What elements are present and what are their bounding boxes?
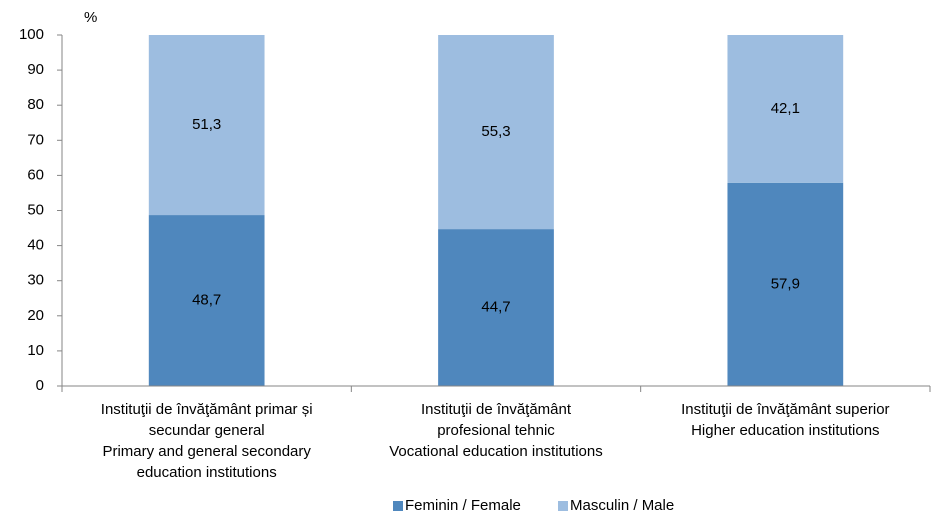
bar-segment	[438, 35, 554, 230]
y-tick-label: 0	[36, 377, 44, 394]
legend-label: Feminin / Female	[405, 497, 521, 514]
data-label: 42,1	[771, 100, 800, 117]
x-tick-label: secundar general	[149, 422, 265, 439]
x-tick-label: education institutions	[137, 464, 277, 481]
y-tick-label: 80	[27, 96, 44, 113]
y-axis-unit: %	[84, 9, 97, 26]
y-tick-label: 20	[27, 307, 44, 324]
y-tick-label: 90	[27, 61, 44, 78]
x-tick-label: Instituţii de învăţământ	[421, 401, 572, 418]
x-tick-label: profesional tehnic	[437, 422, 555, 439]
y-tick-label: 40	[27, 237, 44, 254]
y-tick-label: 50	[27, 201, 44, 218]
bar-segment	[148, 35, 265, 216]
y-tick-label: 10	[27, 342, 44, 359]
data-label: 57,9	[771, 275, 800, 292]
legend-swatch	[558, 501, 568, 511]
data-label: 44,7	[481, 299, 510, 316]
x-tick-label: Higher education institutions	[691, 422, 879, 439]
bar-segment	[727, 35, 844, 183]
data-label: 55,3	[481, 123, 510, 140]
y-tick-label: 30	[27, 272, 44, 289]
y-tick-label: 100	[19, 26, 44, 43]
y-tick-label: 70	[27, 131, 44, 148]
bar-segment	[438, 229, 554, 386]
x-tick-label: Instituţii de învăţământ primar și	[101, 401, 313, 418]
x-tick-label: Primary and general secondary	[102, 443, 311, 460]
data-label: 51,3	[192, 116, 221, 133]
y-tick-label: 60	[27, 166, 44, 183]
x-tick-label: Vocational education institutions	[389, 443, 602, 460]
legend-swatch	[393, 501, 403, 511]
x-tick-label: Instituţii de învăţământ superior	[681, 401, 889, 418]
bar-segment	[148, 215, 265, 386]
data-label: 48,7	[192, 292, 221, 309]
bar-segment	[727, 182, 844, 386]
legend-label: Masculin / Male	[570, 497, 674, 514]
